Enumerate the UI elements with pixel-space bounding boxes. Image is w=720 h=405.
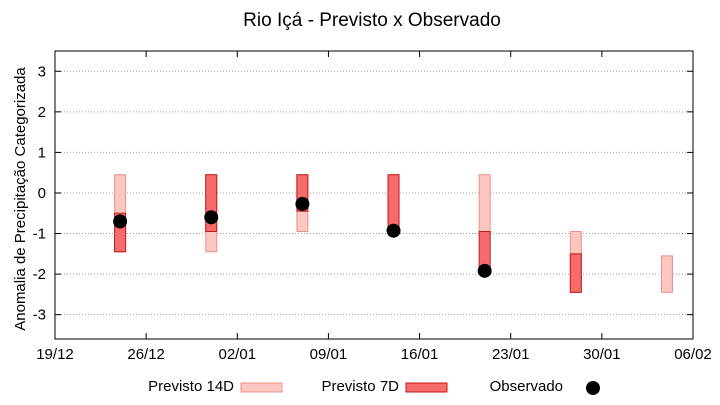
y-tick-label: 1	[38, 144, 46, 161]
bar-previsto-7d	[569, 253, 582, 293]
y-tick-label: 2	[38, 104, 46, 121]
y-tick-label: 0	[38, 185, 46, 202]
x-tick-label: 23/01	[492, 346, 530, 363]
point-observado	[113, 214, 128, 229]
bar-previsto-7d	[387, 174, 400, 233]
point-observado	[477, 263, 492, 278]
bar-previsto-7d	[205, 174, 218, 233]
y-axis-label: Anomalia de Precipitação Categorizada	[12, 67, 29, 331]
x-tick-label: 06/02	[674, 346, 712, 363]
x-tick-label: 26/12	[127, 346, 165, 363]
plot-frame	[54, 50, 694, 340]
bar-previsto-14d	[660, 255, 673, 293]
y-tick-label: -1	[33, 226, 46, 243]
y-tick-label: -3	[33, 307, 46, 324]
x-tick-label: 02/01	[219, 346, 257, 363]
point-observado	[204, 210, 219, 225]
legend: Previsto 14D Previsto 7D Observado	[148, 378, 600, 395]
legend-label-observado: Observado	[490, 378, 563, 395]
point-observado	[295, 196, 310, 211]
legend-label-previsto-14d: Previsto 14D	[148, 378, 234, 395]
axis-ticks: -3 -2 -1 0 1 2 3 19/12 26/12 02/01 09/01 16/01 23/01…	[33, 51, 712, 363]
y-tick-label: 3	[38, 63, 46, 80]
gridlines	[55, 70, 693, 316]
x-tick-label: 09/01	[310, 346, 348, 363]
x-tick-label: 30/01	[583, 346, 621, 363]
chart-title: Rio Içá - Previsto x Observado	[243, 10, 501, 31]
y-tick-label: -2	[33, 266, 46, 283]
legend-swatch-previsto-14d	[240, 382, 283, 393]
x-tick-label: 19/12	[36, 346, 74, 363]
legend-label-previsto-7d: Previsto 7D	[321, 378, 399, 395]
legend-marker-observado	[586, 381, 600, 395]
bar-previsto-14d	[478, 174, 491, 233]
bar-previsto-7d	[114, 212, 127, 253]
point-observado	[386, 223, 401, 238]
x-tick-label: 16/01	[401, 346, 439, 363]
bar-previsto-7d	[296, 174, 309, 212]
legend-swatch-previsto-7d	[405, 382, 448, 393]
series-observado	[113, 196, 492, 278]
